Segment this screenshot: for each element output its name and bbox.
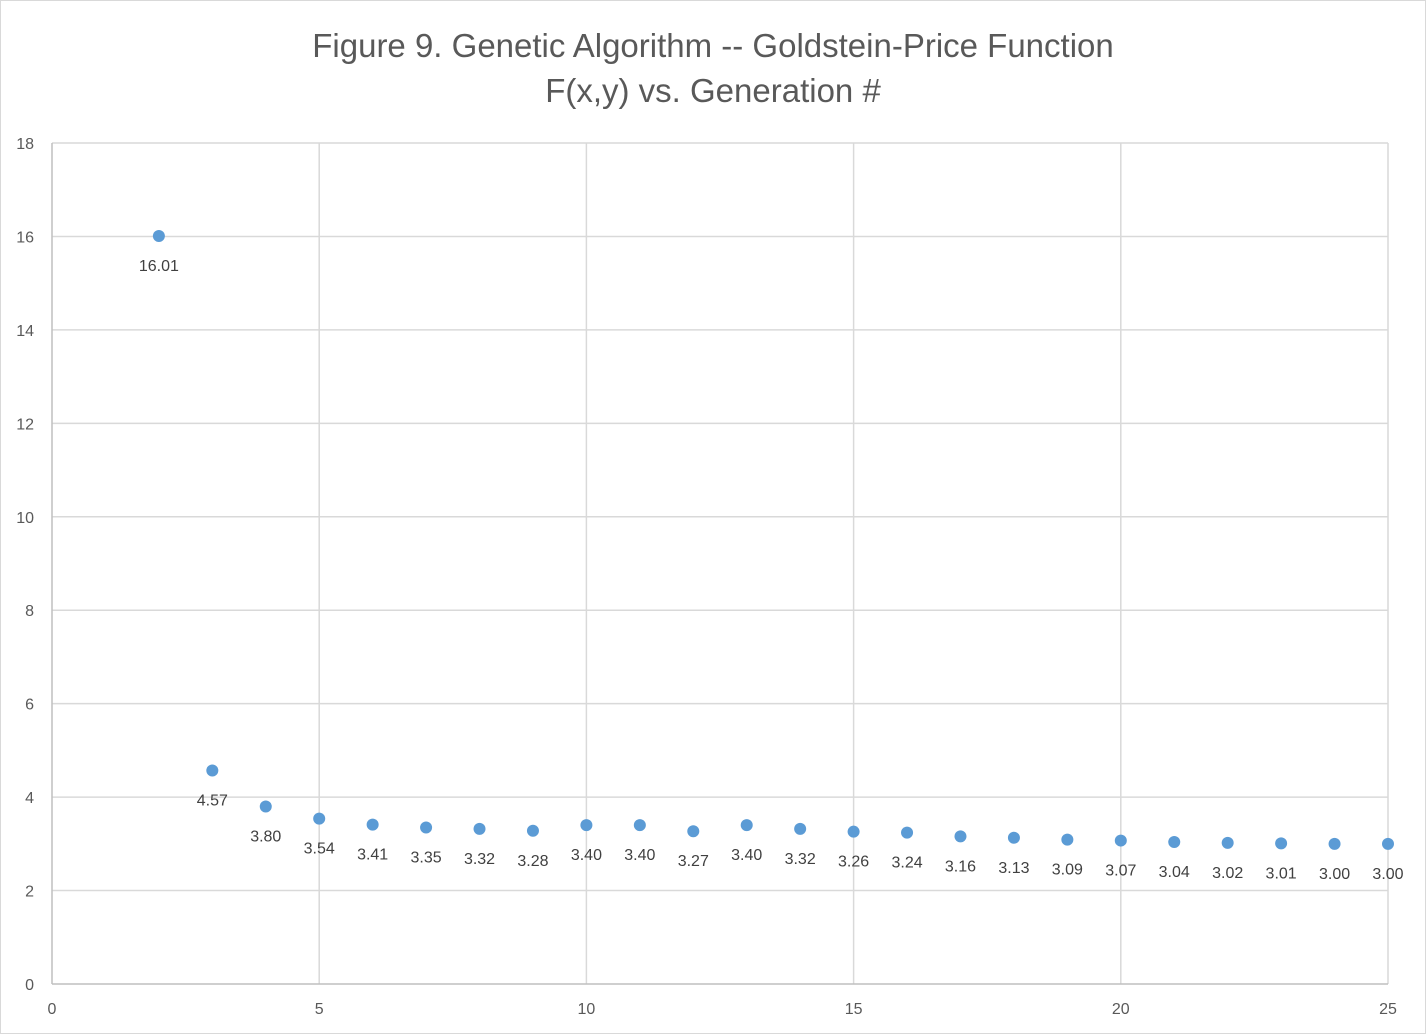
- data-point: [1221, 836, 1234, 849]
- data-point: [1382, 837, 1394, 850]
- data-label: 3.27: [678, 853, 709, 870]
- data-label: 3.54: [304, 841, 335, 858]
- data-point: [794, 822, 807, 835]
- data-label: 3.02: [1212, 865, 1243, 882]
- y-tick-label: 14: [16, 323, 34, 340]
- y-tick-label: 18: [16, 136, 34, 153]
- data-point: [473, 822, 486, 835]
- data-point: [152, 229, 165, 242]
- data-point: [954, 830, 967, 843]
- data-label: 3.32: [464, 851, 495, 868]
- data-point: [687, 825, 700, 838]
- axes: [51, 143, 1388, 985]
- data-points: [152, 229, 1394, 850]
- data-point: [1275, 837, 1288, 850]
- x-tick-label: 15: [845, 1001, 863, 1018]
- data-point: [420, 821, 433, 834]
- x-tick-label: 20: [1112, 1001, 1130, 1018]
- data-point: [1007, 831, 1020, 844]
- data-point: [740, 819, 753, 832]
- data-labels: 16.01 4.57 3.80 3.54 3.41 3.35 3.32 3.28 3.40 3.4…: [139, 258, 1404, 883]
- data-label: 3.09: [1052, 862, 1083, 879]
- data-label: 3.28: [517, 853, 548, 870]
- data-point: [901, 826, 914, 839]
- data-label: 3.16: [945, 858, 976, 875]
- data-point: [313, 812, 326, 825]
- y-tick-label: 10: [16, 510, 34, 527]
- data-label: 3.80: [250, 828, 281, 845]
- x-tick-label: 10: [578, 1001, 596, 1018]
- data-point: [526, 824, 539, 837]
- data-point: [1328, 837, 1341, 850]
- data-label: 3.40: [571, 847, 602, 864]
- data-point: [1061, 833, 1074, 846]
- data-label: 3.35: [411, 849, 442, 866]
- data-label: 3.00: [1372, 866, 1403, 883]
- grid-lines: [52, 142, 1389, 984]
- x-tick-label: 0: [48, 1001, 57, 1018]
- data-label: 16.01: [139, 258, 179, 275]
- y-tick-label: 16: [16, 229, 34, 246]
- x-tick-label: 25: [1379, 1001, 1397, 1018]
- data-label: 3.01: [1266, 865, 1297, 882]
- data-point: [366, 818, 379, 831]
- data-point: [1114, 834, 1127, 847]
- chart-title-line-1: Figure 9. Genetic Algorithm -- Goldstein…: [312, 27, 1114, 64]
- data-point: [259, 800, 272, 813]
- data-label: 3.07: [1105, 863, 1136, 880]
- data-point: [206, 764, 219, 777]
- x-tick-label: 5: [315, 1001, 324, 1018]
- data-label: 3.13: [998, 860, 1029, 877]
- y-tick-label: 8: [25, 603, 34, 620]
- data-label: 3.00: [1319, 866, 1350, 883]
- y-tick-label: 2: [25, 884, 34, 901]
- data-point: [847, 825, 860, 838]
- data-label: 3.26: [838, 854, 869, 871]
- data-label: 3.32: [785, 851, 816, 868]
- data-label: 4.57: [197, 792, 228, 809]
- tick-labels: 0 2 4 6 8 10 12 14 16 18 0 5 10 15 20 25: [16, 136, 1397, 1018]
- y-tick-label: 0: [25, 977, 34, 994]
- chart-title-line-2: F(x,y) vs. Generation #: [545, 72, 881, 109]
- data-point: [1168, 835, 1181, 848]
- data-point: [633, 819, 646, 832]
- data-label: 3.24: [891, 855, 922, 872]
- data-label: 3.41: [357, 847, 388, 864]
- data-label: 3.04: [1159, 864, 1190, 881]
- data-label: 3.40: [624, 847, 655, 864]
- y-tick-label: 6: [25, 697, 34, 714]
- y-tick-label: 12: [16, 416, 34, 433]
- data-point: [580, 819, 593, 832]
- data-label: 3.40: [731, 847, 762, 864]
- y-tick-label: 4: [25, 790, 34, 807]
